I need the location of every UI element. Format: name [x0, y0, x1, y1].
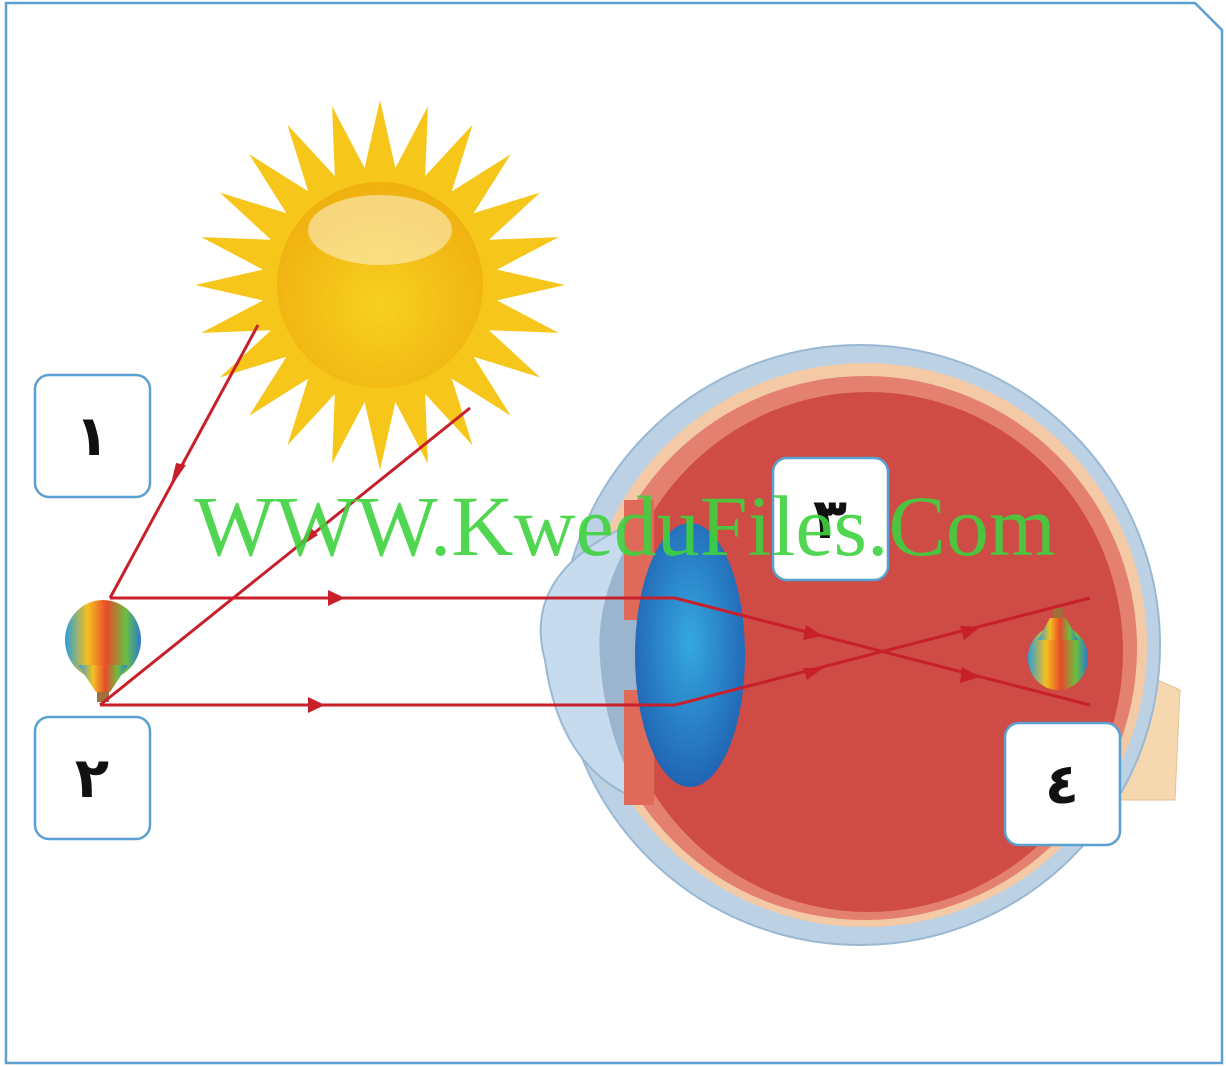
- sun: [195, 100, 565, 470]
- sun-shine: [308, 195, 452, 265]
- label: ٤: [1045, 752, 1079, 817]
- watermark: WWW.KweduFiles.Com: [194, 478, 1056, 574]
- label: ٢: [75, 746, 109, 811]
- label: ١: [75, 404, 109, 469]
- diagram: ١ ٢ ٣ ٤ WWW.KweduFiles.Com: [0, 0, 1226, 1066]
